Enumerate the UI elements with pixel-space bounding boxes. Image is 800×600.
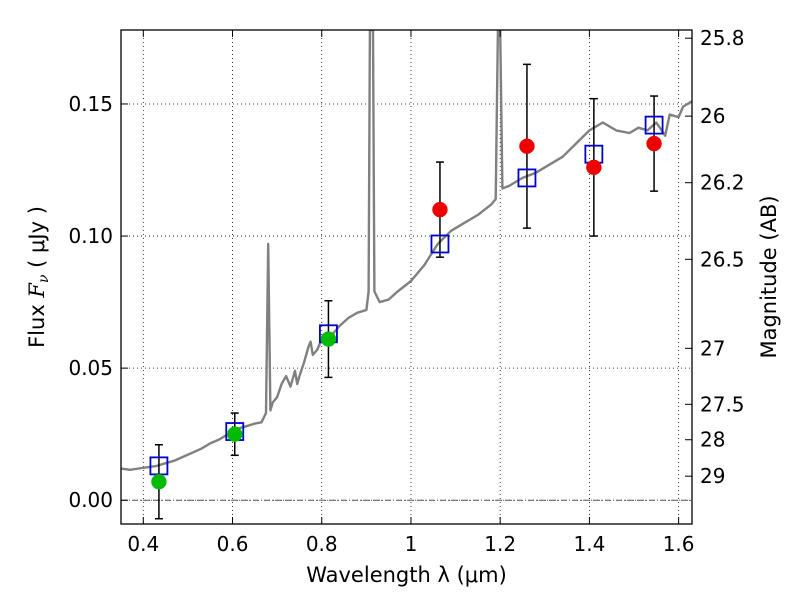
x-tick-label: 0.6 (217, 532, 249, 556)
ticks: 0.4 0.6 0.8 1 1.2 1.4 1.6 0.00 0.05 0.10 0.15 25.8 2… (68, 26, 744, 556)
right-tick-label: 29 (700, 464, 725, 488)
observed-point (320, 331, 337, 347)
observed-point (151, 473, 167, 490)
plot-data (121, 30, 692, 520)
plot-frame (120, 29, 693, 525)
model-photometry-point (430, 234, 450, 254)
observed-point (227, 426, 243, 442)
right-tick-label: 26 (700, 104, 725, 128)
x-tick-label: 1.4 (573, 532, 605, 556)
x-tick-label: 1.6 (663, 532, 695, 556)
y-axis-title-subscript: ν (36, 274, 52, 283)
y-axis-title-symbol: F (25, 282, 49, 299)
right-axis-title: Magnitude (AB) (757, 195, 781, 358)
right-tick-label: 26.5 (700, 247, 745, 271)
model-photometry-point (644, 115, 664, 135)
observed-point (519, 138, 535, 154)
x-tick-label: 1.2 (484, 532, 516, 556)
x-tick-label: 0.8 (306, 532, 338, 556)
observed-point (432, 201, 448, 218)
x-axis-title: Wavelength λ (μm) (306, 563, 507, 587)
y-tick-label: 0.10 (68, 224, 113, 248)
y-axis-title: Flux Fν ( μJy ) (25, 206, 52, 348)
y-axis-title-units: ( μJy ) (25, 206, 49, 274)
right-tick-label: 27.5 (700, 392, 745, 416)
y-tick-label: 0.15 (68, 92, 113, 116)
right-tick-label: 28 (700, 428, 725, 452)
observed-point (586, 159, 602, 176)
right-tick-label: 27 (700, 336, 725, 360)
observed-point (646, 135, 662, 152)
x-tick-label: 1 (405, 532, 418, 556)
x-tick-label: 0.4 (127, 532, 159, 556)
y-tick-label: 0.05 (68, 356, 113, 380)
y-tick-label: 0.00 (68, 488, 113, 512)
right-tick-label: 26.2 (700, 171, 745, 195)
y-axis-title-prefix: Flux (25, 298, 49, 348)
model-photometry-point (517, 168, 537, 188)
right-tick-label: 25.8 (700, 26, 745, 50)
